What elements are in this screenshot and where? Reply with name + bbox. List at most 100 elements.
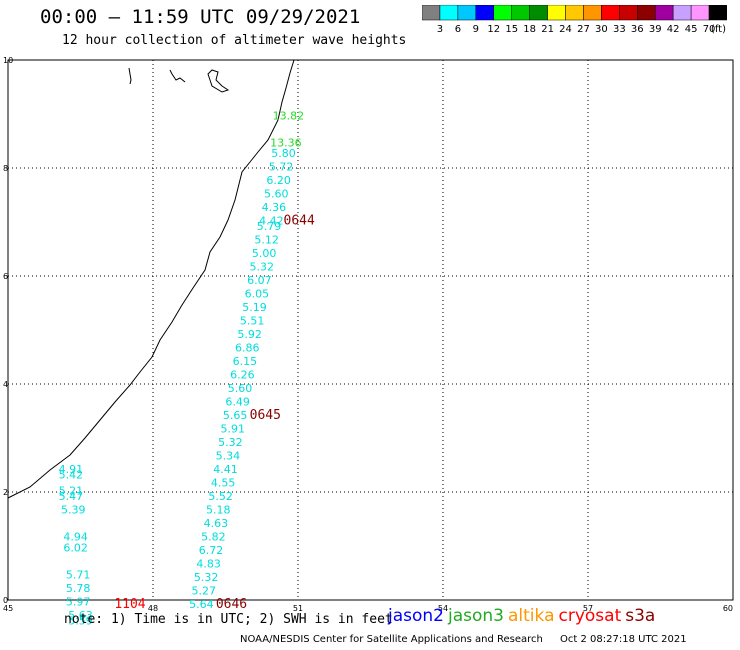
y-tick-label: 6 (3, 272, 8, 281)
legend-cryosat: cryosat (558, 606, 622, 626)
swh-value: 5.92 (237, 328, 262, 341)
x-tick-label: 51 (293, 604, 303, 613)
y-tick-label: 0 (3, 596, 8, 605)
swh-value: 4.83 (196, 558, 221, 571)
swh-value: 5.51 (240, 315, 265, 328)
color-scale-label: 36 (631, 24, 644, 35)
swh-value: 6.86 (235, 342, 260, 355)
swh-value: 4.91 (59, 463, 84, 476)
swh-value: 4.94 (63, 531, 88, 544)
swh-value: 4.55 (211, 477, 236, 490)
color-scale-label: 21 (541, 24, 554, 35)
swh-value: 5.12 (254, 234, 279, 247)
color-scale-bar: 3 6 9 12 15 18 21 24 27 30 33 36 39 42 45 70(ft) (422, 5, 727, 35)
pass-time: 0646 (216, 597, 247, 612)
pass-time: 1104 (114, 597, 145, 612)
map-subtitle: 12 hour collection of altimeter wave hei… (62, 33, 407, 48)
legend-jason2: jason2 (388, 606, 444, 626)
swh-value: 5.32 (194, 571, 219, 584)
swh-value: 5.63 (68, 609, 93, 622)
swh-value: 5.65 (223, 409, 248, 422)
color-scale-label: 12 (487, 24, 500, 35)
y-tick-label: 8 (3, 164, 8, 173)
island-3 (207, 69, 230, 93)
pass-time-labels: 0644 0645 0646 1104 (114, 214, 315, 612)
swh-value: 6.20 (266, 174, 291, 187)
swh-value: 5.71 (66, 568, 91, 581)
color-scale-label: 9 (473, 24, 479, 35)
swh-value: 5.64 (189, 598, 214, 611)
swh-value: 5.39 (61, 504, 86, 517)
swh-value: 5.80 (271, 147, 296, 160)
swh-value: 5.60 (264, 188, 289, 201)
swh-value: 5.18 (206, 504, 231, 517)
color-scale-label: 3 (437, 24, 443, 35)
color-scale-label: 18 (523, 24, 536, 35)
y-tick-label: 4 (3, 380, 8, 389)
legend-jason3: jason3 (448, 606, 504, 626)
swh-value: 5.21 (59, 485, 84, 498)
island-1 (128, 67, 132, 85)
swh-readings: 13.8213.365.805.726.205.604.364.425.795.… (59, 109, 305, 627)
color-scale-label: 45 (685, 24, 698, 35)
map-frame (7, 59, 734, 601)
color-scale-label: 30 (595, 24, 608, 35)
color-scale-label: 27 (577, 24, 590, 35)
swh-value: 5.47 (59, 490, 84, 503)
swh-value: 5.42 (59, 469, 84, 482)
swh-value: 5.19 (242, 301, 267, 314)
x-tick-label: 57 (583, 604, 593, 613)
y-tick-label: 10 (3, 56, 13, 65)
coastline (7, 59, 295, 499)
swh-value: 13.36 (270, 136, 302, 149)
swh-value: 5.79 (257, 220, 282, 233)
swh-value: 6.72 (199, 544, 224, 557)
footer-note: note: 1) Time is in UTC; 2) SWH is in fe… (64, 612, 393, 627)
swh-value: 5.34 (216, 450, 241, 463)
color-scale-label: 24 (559, 24, 572, 35)
color-scale-label: 6 (455, 24, 461, 35)
swh-value: 6.49 (225, 396, 250, 409)
pass-time: 0644 (284, 214, 315, 229)
pass-time: 0645 (250, 408, 281, 423)
color-scale-unit: (ft) (711, 24, 726, 35)
swh-value: 6.15 (233, 355, 258, 368)
island-2 (169, 69, 186, 83)
credit-line: NOAA/NESDIS Center for Satellite Applica… (240, 634, 701, 645)
swh-value: 5.72 (269, 161, 294, 174)
x-tick-label: 54 (438, 604, 448, 613)
swh-value: 5.52 (208, 490, 233, 503)
swh-value: 5.27 (192, 585, 217, 598)
swh-value: 6.07 (247, 274, 272, 287)
satellite-legend: jason2 jason3 altika cryosat s3a (388, 606, 659, 626)
axis-tick-labels: 45 48 51 54 57 60 0 2 4 6 8 10 (3, 56, 733, 613)
legend-altika: altika (508, 606, 555, 626)
color-swatch (708, 5, 727, 21)
legend-s3a: s3a (625, 606, 656, 626)
map-gridlines (8, 60, 733, 600)
x-tick-label: 48 (148, 604, 158, 613)
swh-value: 5.32 (218, 436, 243, 449)
swh-value: 5.78 (66, 582, 91, 595)
swh-value: 5.91 (221, 423, 246, 436)
map-title: 00:00 – 11:59 UTC 09/29/2021 (40, 6, 361, 28)
color-scale-label: 42 (667, 24, 680, 35)
swh-value: 6.02 (63, 541, 88, 554)
x-tick-label: 60 (723, 604, 733, 613)
color-scale-label: 70 (703, 24, 716, 35)
swh-value: 5.97 (66, 595, 91, 608)
swh-value: 6.26 (230, 369, 255, 382)
swh-value: 4.42 (259, 215, 284, 228)
y-tick-label: 2 (3, 488, 8, 497)
swh-value: 5.32 (250, 261, 275, 274)
color-scale-label: 15 (505, 24, 518, 35)
swh-value: 4.41 (213, 463, 238, 476)
swh-value: 5.60 (228, 382, 253, 395)
swh-value: 6.05 (245, 288, 270, 301)
swh-value: 13.82 (273, 109, 305, 122)
credit-source: NOAA/NESDIS Center for Satellite Applica… (240, 634, 543, 645)
swh-value: 4.63 (204, 517, 229, 530)
swh-value: 5.82 (201, 531, 226, 544)
swh-value: 4.36 (262, 201, 287, 214)
